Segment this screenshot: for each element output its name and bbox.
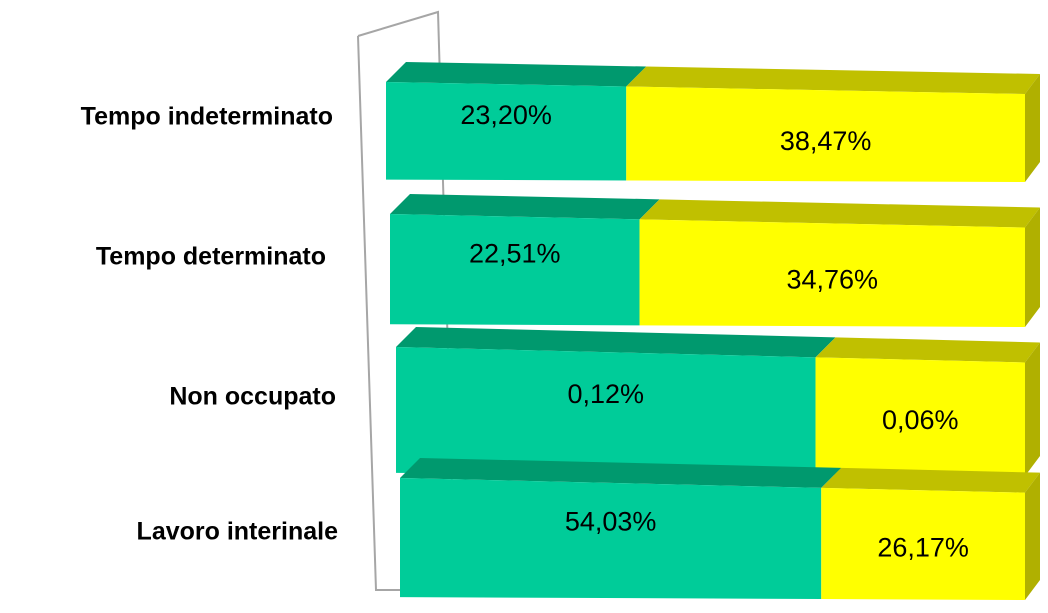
bar-top-series2 — [815, 337, 1040, 363]
category-label: Tempo indeterminato — [81, 103, 333, 131]
data-label-series2: 34,76% — [786, 264, 878, 294]
bar-segment-series2 — [821, 487, 1025, 600]
bar-top-series2 — [626, 66, 1040, 94]
bar-side — [1025, 207, 1040, 327]
data-label-series1: 0,12% — [567, 379, 644, 409]
bars-group — [386, 62, 1040, 600]
data-label-series1: 23,20% — [460, 100, 552, 130]
data-label-series1: 54,03% — [565, 507, 657, 537]
category-label: Tempo determinato — [96, 243, 326, 271]
bar-side — [1025, 472, 1040, 600]
bar-top-series2 — [639, 199, 1040, 228]
bar-segment-series2 — [626, 86, 1025, 182]
bar-segment-series1 — [396, 347, 816, 475]
data-label-series2: 26,17% — [877, 533, 969, 563]
bar-top-series1 — [400, 458, 842, 488]
bar-top-series1 — [386, 62, 647, 87]
data-label-series1: 22,51% — [469, 238, 561, 268]
bar-side — [1025, 74, 1040, 182]
data-label-series2: 38,47% — [780, 126, 872, 156]
data-label-series2: 0,06% — [882, 405, 959, 435]
bar-segment-series1 — [400, 478, 822, 600]
bar-top-series1 — [396, 327, 836, 358]
category-label: Non occupato — [169, 383, 336, 411]
bar-top-series1 — [390, 194, 660, 220]
category-label: Lavoro interinale — [137, 518, 339, 546]
labels-group: Tempo indeterminato 23,20% 38,47% Tempo det… — [81, 100, 969, 563]
bar-segment-series2 — [815, 357, 1025, 476]
bar-segment-series1 — [386, 82, 627, 181]
bar-segment-series2 — [639, 219, 1025, 327]
bar-side — [1025, 342, 1040, 476]
bar-top-series2 — [821, 467, 1040, 493]
bar-segment-series1 — [390, 214, 640, 326]
